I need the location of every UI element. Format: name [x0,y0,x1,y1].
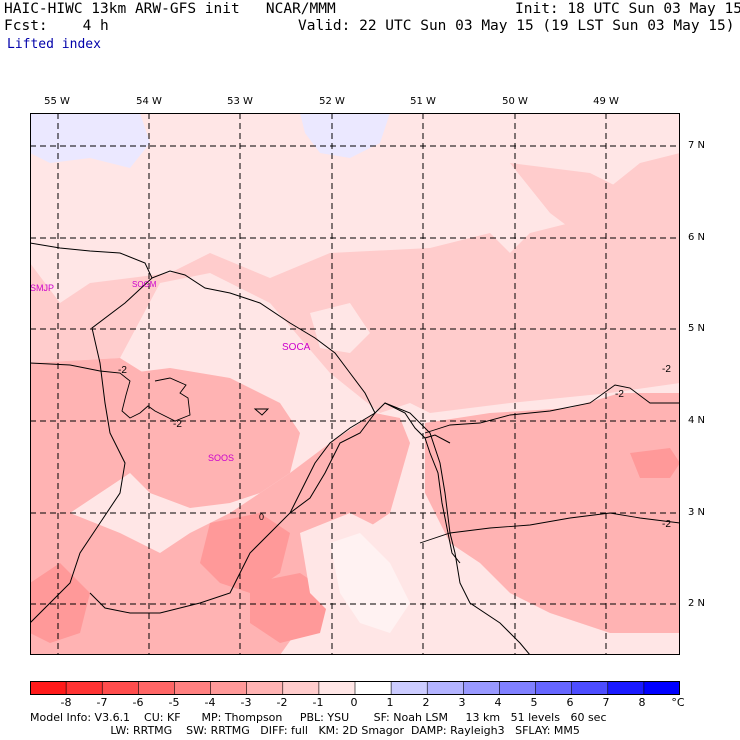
colorbar-label-15: 7 [602,696,610,709]
colorbar-cell-6 [246,681,284,695]
colorbar-label-9: 1 [386,696,394,709]
model-info-line1: Model Info: V3.6.1 CU: KF MP: Thompson P… [30,711,607,724]
shade-positive-n [300,113,390,158]
colorbar-unit: °C [671,696,685,709]
shade-minus3-c [30,563,90,643]
shade-minus1 [30,153,680,413]
lon-label-49w: 49 W [593,96,619,107]
contour-label-2: -2 [173,419,182,430]
colorbar-cell-16 [607,681,645,695]
border-french-guiana-brazil [289,412,376,514]
shade-minus2-central [125,368,300,508]
lat-label-6n: 6 N [688,232,706,243]
colorbar-label-2: -6 [132,696,144,709]
colorbar-cell-14 [535,681,573,695]
colorbar-cell-12 [463,681,501,695]
lon-label-53w: 53 W [227,96,253,107]
contour-label-5: 0 [259,512,264,522]
contour-minus2-pocket [253,408,270,416]
colorbar-label-5: -3 [240,696,252,709]
colorbar-label-12: 4 [494,696,502,709]
colorbar-label-7: -1 [312,696,324,709]
colorbar-cell-15 [571,681,609,695]
colorbar-label-1: -7 [96,696,108,709]
colorbar-cell-13 [499,681,537,695]
colorbar-cell-11 [426,681,465,695]
station-smjp: SMJP [30,283,54,293]
colorbar-cell-9 [354,681,392,695]
colorbar-label-11: 3 [458,696,466,709]
colorbar-cell-10 [390,681,429,695]
border-suriname-guyana [30,277,153,624]
colorbar-cell-8 [318,681,356,695]
shade-pale-center [190,313,250,363]
border-brazil-east [384,402,531,655]
border-suriname-french-guiana [89,412,376,614]
station-sogm: SOGM [132,280,157,289]
colorbar-frame [30,681,680,695]
contour-label-1: -2 [118,365,127,376]
shade-positive-nw [30,113,150,168]
contour-minus2-south [419,512,680,544]
contour-minus2-west [30,362,191,422]
lon-label-54w: 54 W [136,96,162,107]
lat-label-4n: 4 N [688,415,706,426]
field-name: Lifted index [7,37,101,52]
contours [30,362,680,544]
shade-pale-south-core [330,533,410,633]
colorbar-cell-0 [30,681,67,695]
lon-label-55w: 55 W [44,96,70,107]
border-oyapock [424,437,461,564]
colorbar-label-6: -2 [276,696,288,709]
colorbar-label-14: 6 [566,696,574,709]
colorbar-label-16: 8 [638,696,646,709]
colorbar [30,681,680,695]
lon-label-52w: 52 W [319,96,345,107]
coastline [30,242,451,444]
model-title: HAIC-HIWC 13km ARW-GFS init NCAR/MMM [4,1,336,17]
colorbar-label-10: 2 [422,696,430,709]
colorbar-cell-2 [101,681,140,695]
contour-minus2-east [424,384,680,434]
map-frame [30,113,680,655]
contour-label-6: -2 [662,519,671,530]
station-soos: SOOS [208,453,234,463]
lat-lon-grid [30,113,680,655]
colorbar-cell-5 [210,681,248,695]
colorbar-cell-1 [65,681,104,695]
lat-label-2n: 2 N [688,598,706,609]
colorbar-label-13: 5 [530,696,538,709]
station-soca: SOCA [282,342,311,353]
shade-minus3-d [630,448,680,478]
lat-label-3n: 3 N [688,507,706,518]
shade-minus3-a [200,513,290,593]
init-time: Init: 18 UTC Sun 03 May 15 [515,1,740,17]
valid-time: Valid: 22 UTC Sun 03 May 15 (19 LST Sun … [298,18,735,34]
shade-minus1-ne [510,163,680,263]
colorbar-label-3: -5 [168,696,180,709]
model-info-line2: LW: RRTMG SW: RRTMG DIFF: full KM: 2D Sm… [30,724,580,737]
colorbar-label-8: 0 [350,696,358,709]
colorbar-label-4: -4 [204,696,216,709]
contour-label-3: -2 [615,389,624,400]
colorbar-label-0: -8 [60,696,72,709]
colorbar-cell-17 [643,681,680,695]
contour-label-4: -2 [662,364,671,375]
lon-label-50w: 50 W [502,96,528,107]
lat-label-7n: 7 N [688,140,706,151]
forecast-hour: Fcst: 4 h [4,18,109,34]
lat-label-5n: 5 N [688,323,706,334]
colorbar-cell-3 [138,681,176,695]
lon-label-51w: 51 W [410,96,436,107]
coastlines-borders [30,242,531,655]
shade-pale-center2 [310,303,370,353]
lifted-index-map: SMJP SOCA SOOS SOGM -2 -2 -2 -2 0 -2 [30,113,680,655]
colorbar-cell-7 [282,681,320,695]
colorbar-cell-4 [174,681,212,695]
